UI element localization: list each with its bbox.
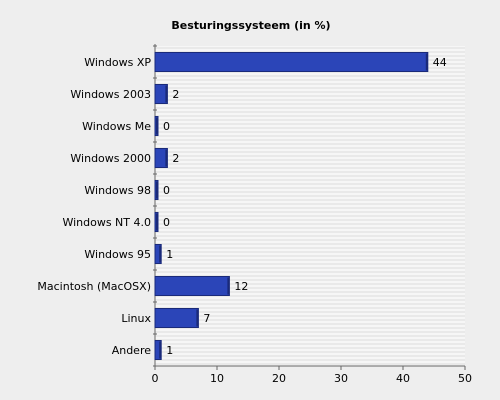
data-label: 1 (166, 248, 173, 261)
category-label: Andere (112, 344, 152, 357)
bar-end-shade (159, 341, 162, 359)
category-label: Linux (121, 312, 151, 325)
bar-end-shade (156, 117, 158, 135)
plot-background (155, 46, 465, 366)
bar-end-shade (165, 85, 168, 103)
bar (154, 52, 429, 72)
bar-end-shade (227, 277, 230, 295)
data-label: 0 (163, 120, 170, 133)
data-label: 12 (234, 280, 248, 293)
bar-end-shade (156, 213, 158, 231)
data-label: 2 (172, 152, 179, 165)
category-label: Windows NT 4.0 (62, 216, 151, 229)
category-label: Windows 2003 (70, 88, 151, 101)
x-tick-label: 20 (272, 372, 286, 385)
bar-end-shade (159, 245, 162, 263)
data-label: 1 (166, 344, 173, 357)
data-label: 7 (203, 312, 210, 325)
x-tick-label: 10 (210, 372, 224, 385)
data-label: 0 (163, 184, 170, 197)
chart-title: Besturingssysteem (in %) (171, 19, 330, 32)
bar-end-shade (196, 309, 199, 327)
category-label: Windows 2000 (70, 152, 151, 165)
data-label: 44 (433, 56, 447, 69)
category-label: Windows 95 (84, 248, 151, 261)
bar-end-shade (165, 149, 168, 167)
data-label: 0 (163, 216, 170, 229)
data-label: 2 (172, 88, 179, 101)
bar-end-shade (156, 181, 158, 199)
category-label: Macintosh (MacOSX) (37, 280, 151, 293)
x-tick-label: 30 (334, 372, 348, 385)
x-tick-label: 0 (152, 372, 159, 385)
x-tick-label: 40 (396, 372, 410, 385)
category-label: Windows 98 (84, 184, 151, 197)
bar (154, 308, 199, 328)
category-label: Windows Me (82, 120, 151, 133)
category-label: Windows XP (84, 56, 151, 69)
bar (154, 276, 230, 296)
bar-end-shade (425, 53, 428, 71)
x-tick-label: 50 (458, 372, 472, 385)
